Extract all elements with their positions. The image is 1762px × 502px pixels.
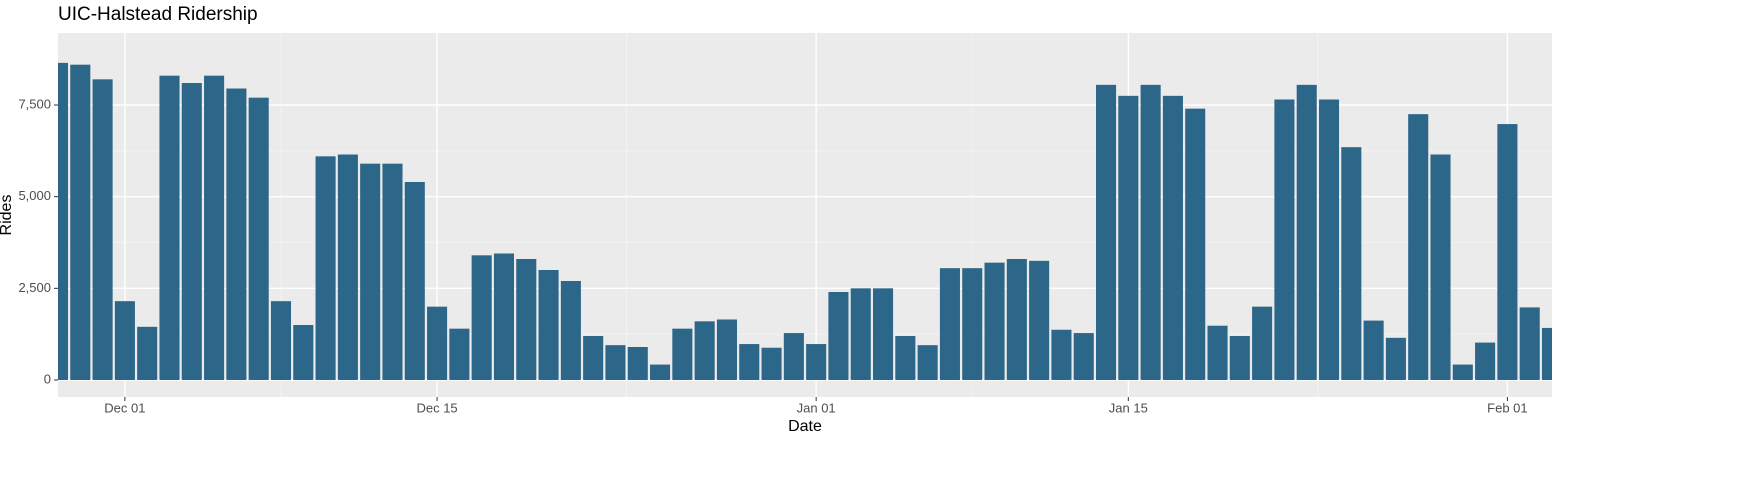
bar xyxy=(114,301,135,380)
bar xyxy=(248,97,269,380)
bar xyxy=(1274,99,1295,380)
y-tick-label: 0 xyxy=(44,371,51,386)
bar xyxy=(1385,337,1406,380)
bar xyxy=(962,268,983,380)
bar xyxy=(761,347,782,380)
bar xyxy=(1095,84,1117,380)
bar xyxy=(1252,306,1273,380)
bar xyxy=(850,288,871,380)
bar xyxy=(783,333,804,380)
x-tick-label: Jan 01 xyxy=(797,400,836,415)
bar xyxy=(1318,99,1340,380)
bar xyxy=(1006,258,1027,380)
bar xyxy=(337,154,358,380)
bar xyxy=(1029,260,1050,380)
bar xyxy=(739,344,760,380)
bar xyxy=(1185,108,1206,380)
bar xyxy=(58,62,69,380)
bar xyxy=(204,75,225,380)
bar xyxy=(583,335,604,380)
bar xyxy=(1207,325,1228,380)
bar xyxy=(1296,84,1317,380)
bar xyxy=(917,345,938,380)
bar xyxy=(605,345,626,380)
bar xyxy=(471,255,492,380)
y-axis-title: Rides xyxy=(0,195,15,236)
bar xyxy=(1541,327,1552,380)
bar xyxy=(1408,114,1429,380)
bar xyxy=(493,253,515,380)
bar xyxy=(1229,335,1250,380)
bar xyxy=(270,301,292,380)
bar xyxy=(1162,95,1183,380)
bar xyxy=(828,291,849,380)
bar xyxy=(360,163,381,380)
bar xyxy=(1051,329,1072,380)
bar xyxy=(560,280,581,380)
bar xyxy=(873,288,894,380)
chart-title: UIC-Halstead Ridership xyxy=(58,4,258,25)
bar xyxy=(806,344,827,380)
bar xyxy=(538,269,559,380)
x-axis-title: Date xyxy=(788,418,822,435)
bar xyxy=(1497,124,1518,380)
bar xyxy=(315,156,336,380)
bar xyxy=(984,262,1005,380)
bar xyxy=(672,328,693,380)
bar xyxy=(404,182,425,380)
y-tick-label: 5,000 xyxy=(18,188,51,203)
y-tick-label: 2,500 xyxy=(18,280,51,295)
bar xyxy=(1519,307,1540,380)
bar xyxy=(1363,320,1384,380)
bar xyxy=(1118,95,1139,380)
x-tick-label: Feb 01 xyxy=(1487,400,1527,415)
bar xyxy=(1452,364,1473,380)
bar xyxy=(516,258,537,380)
axes: 0 2,500 5,000 7,500 Dec 01 Dec 15 Jan 01 Jan 15… xyxy=(18,96,1527,415)
bar xyxy=(1341,147,1362,380)
bar xyxy=(137,326,158,380)
bar xyxy=(449,328,470,380)
y-tick-label: 7,500 xyxy=(18,96,51,111)
x-tick-label: Jan 15 xyxy=(1109,400,1148,415)
bar xyxy=(627,346,648,380)
bar xyxy=(1140,84,1161,380)
bar xyxy=(293,324,314,380)
bar xyxy=(226,88,247,380)
bar xyxy=(181,83,202,380)
x-tick-label: Dec 15 xyxy=(416,400,457,415)
bar xyxy=(939,268,960,380)
bar xyxy=(382,163,403,380)
bar xyxy=(1430,154,1451,380)
bar xyxy=(427,306,448,380)
bar xyxy=(92,79,113,380)
x-tick-label: Dec 01 xyxy=(104,400,145,415)
bar xyxy=(716,319,737,380)
bar xyxy=(1475,342,1496,380)
bar xyxy=(1073,333,1094,380)
bar xyxy=(70,64,91,380)
bar xyxy=(694,321,715,380)
bar xyxy=(159,75,180,380)
bar xyxy=(895,335,916,380)
bar xyxy=(650,364,671,380)
bars xyxy=(58,62,1552,380)
